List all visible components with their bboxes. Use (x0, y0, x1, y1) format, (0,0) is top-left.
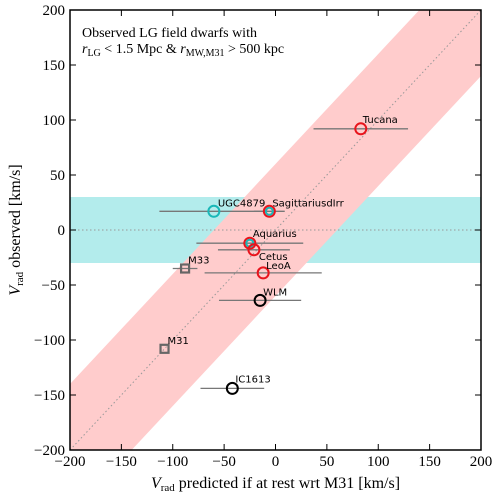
annotation-part: LG (87, 48, 100, 59)
annotation-line: Observed LG field dwarfs with (82, 26, 257, 41)
axis-subscript: rad (161, 482, 176, 494)
axis-text: observed [km/s] (7, 164, 24, 272)
marker (256, 266, 270, 280)
annotation-line: rLG < 1.5 Mpc & rMW,M31 > 500 kpc (82, 42, 284, 59)
point-label: M31 (168, 336, 189, 347)
annotation-part: r (180, 42, 186, 57)
axis-symbol: V (151, 475, 163, 492)
marker (225, 381, 239, 395)
annotation-part: > 500 kpc (225, 42, 285, 57)
x-tick-label: −100 (157, 454, 188, 470)
point-label: Cetus (259, 252, 288, 263)
point-label: WLM (263, 287, 287, 298)
x-tick-label: −200 (55, 454, 86, 470)
y-tick-label: −100 (34, 333, 65, 349)
marker (247, 243, 261, 257)
axis-subscript: rad (14, 271, 26, 286)
marker (159, 343, 170, 354)
x-tick-label: 200 (470, 454, 493, 470)
marker (179, 263, 191, 274)
annotation-part: r (82, 42, 88, 57)
y-tick-label: 0 (58, 223, 66, 239)
y-tick-label: −200 (34, 443, 65, 459)
annotation-part: < 1.5 Mpc & (101, 42, 180, 57)
point-label: LeoA (266, 261, 291, 272)
x-tick-label: −150 (106, 454, 137, 470)
point-label: Tucana (362, 115, 398, 126)
x-tick-label: 0 (272, 454, 280, 470)
axis-symbol: V (7, 284, 24, 296)
point-label: Aquarius (253, 229, 297, 240)
x-tick-label: 50 (319, 454, 334, 470)
x-tick-label: 100 (367, 454, 390, 470)
y-tick-label: −150 (34, 388, 65, 404)
plot-foreground: Tucana UGC4879 SagittariusdIrr Aquarius Cetu… (7, 3, 492, 494)
marker (354, 122, 368, 136)
y-tick-label: 200 (43, 3, 66, 19)
x-tick-label: 150 (418, 454, 441, 470)
y-label: Vrad observed [km/s] (7, 164, 26, 295)
y-tick-label: 100 (43, 113, 66, 129)
annotation-part: MW,M31 (186, 48, 225, 59)
point-label: SagittariusdIrr (272, 198, 344, 209)
plot-background (70, 10, 481, 450)
marker (253, 293, 267, 307)
y-tick-label: −50 (42, 278, 65, 294)
x-tick-label: −50 (212, 454, 235, 470)
y-tick-label: 50 (50, 168, 65, 184)
marker (262, 204, 276, 218)
point-label: UGC4879 (218, 198, 266, 209)
y-tick-label: 150 (43, 58, 66, 74)
point-label: M33 (188, 256, 209, 267)
point-label: IC1613 (235, 374, 270, 385)
x-label: Vrad predicted if at rest wrt M31 [km/s] (151, 475, 400, 494)
marker (243, 236, 257, 250)
marker (207, 204, 221, 218)
axis-text: predicted if at rest wrt M31 [km/s] (175, 475, 400, 492)
marker (264, 206, 274, 216)
